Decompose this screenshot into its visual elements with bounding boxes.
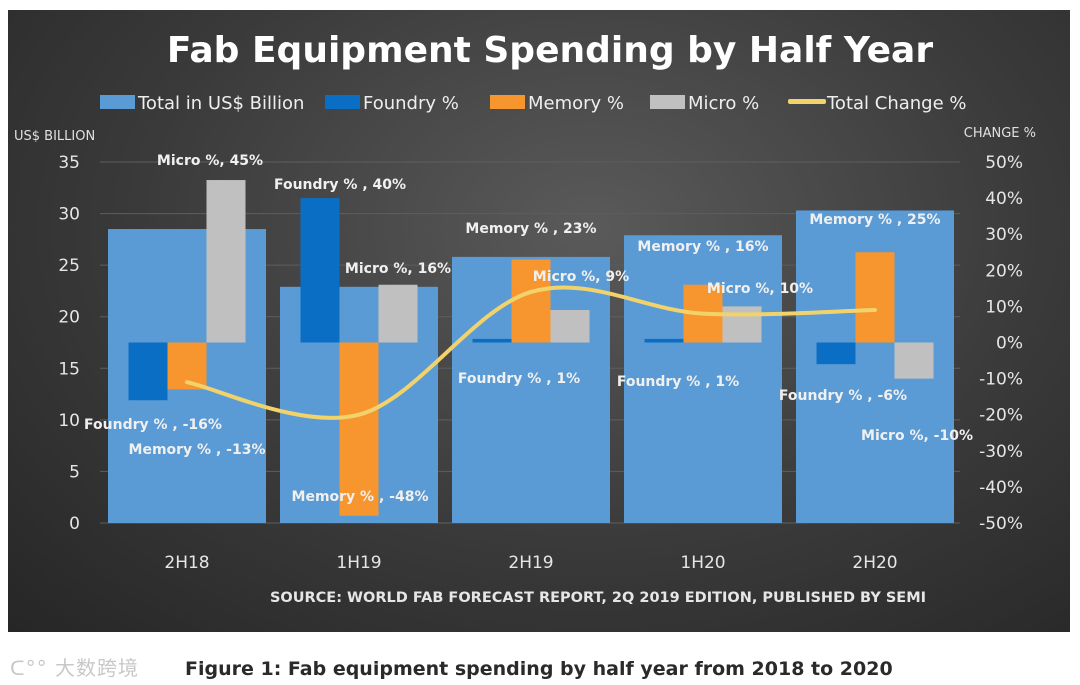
memory-bar xyxy=(855,252,895,343)
data-label: Memory % , -13% xyxy=(129,442,266,458)
micro-bar xyxy=(378,284,418,343)
data-label: Micro %, 45% xyxy=(157,153,263,169)
data-label: Memory % , 16% xyxy=(637,239,768,255)
source-note: SOURCE: WORLD FAB FORECAST REPORT, 2Q 20… xyxy=(270,590,926,606)
micro-bar xyxy=(722,306,762,343)
micro-bar xyxy=(894,342,934,379)
legend-label: Total in US$ Billion xyxy=(137,93,304,114)
foundry-bar xyxy=(472,338,512,343)
legend: Total in US$ Billion Foundry % Memory % Mic… xyxy=(100,93,967,114)
memory-bar xyxy=(511,259,551,343)
micro-bar xyxy=(550,310,590,343)
x-tick-label: 2H20 xyxy=(852,553,897,573)
watermark-logo-icon: ᑕ°° xyxy=(10,656,48,680)
y2-tick-label: 10% xyxy=(985,297,1023,317)
figure-caption: Figure 1: Fab equipment spending by half… xyxy=(185,658,893,680)
chart: Fab Equipment Spending by Half Year Tota… xyxy=(14,30,1036,606)
foundry-bar xyxy=(300,198,340,343)
x-tick-label: 1H20 xyxy=(680,553,725,573)
data-label: Foundry % , -6% xyxy=(779,388,907,404)
legend-label: Total Change % xyxy=(826,93,967,114)
y2-tick-label: 20% xyxy=(985,261,1023,281)
data-label: Foundry % , 40% xyxy=(274,177,406,193)
x-tick-label: 2H18 xyxy=(164,553,209,573)
y2-axis-label: CHANGE % xyxy=(964,126,1036,141)
foundry-bar xyxy=(128,342,168,401)
y2-tick-label: 30% xyxy=(985,225,1023,245)
y-tick-label: 20 xyxy=(58,308,80,328)
data-label: Micro %, 16% xyxy=(345,261,451,277)
x-tick-label: 2H19 xyxy=(508,553,553,573)
legend-label: Foundry % xyxy=(363,93,459,114)
y2-tick-label: -50% xyxy=(979,514,1023,534)
y2-tick-label: 40% xyxy=(985,189,1023,209)
y-tick-label: 0 xyxy=(69,514,80,534)
memory-bar xyxy=(339,342,379,516)
watermark-text: 大数跨境 xyxy=(54,656,139,680)
y2-tick-label: -10% xyxy=(979,370,1023,390)
data-label: Foundry % , 1% xyxy=(458,371,580,387)
data-label: Micro %, 10% xyxy=(707,281,813,297)
data-label: Memory % , 23% xyxy=(465,221,596,237)
y-tick-label: 25 xyxy=(58,256,80,276)
y-tick-label: 30 xyxy=(58,205,80,225)
y2-tick-label: -40% xyxy=(979,478,1023,498)
data-label: Micro %, -10% xyxy=(861,428,973,444)
y-tick-label: 10 xyxy=(58,411,80,431)
y-tick-label: 15 xyxy=(58,359,80,379)
legend-swatch-foundry xyxy=(325,95,360,109)
x-tick-label: 1H19 xyxy=(336,553,381,573)
watermark: ᑕ°° 大数跨境 xyxy=(10,652,139,681)
y-tick-label: 35 xyxy=(58,153,80,173)
total-bar xyxy=(624,235,782,523)
chart-title: Fab Equipment Spending by Half Year xyxy=(167,30,933,71)
y2-tick-label: 50% xyxy=(985,153,1023,173)
data-label: Memory % , 25% xyxy=(809,212,940,228)
legend-swatch-change xyxy=(788,99,826,104)
data-label: Foundry % , 1% xyxy=(617,374,739,390)
foundry-bar xyxy=(644,338,684,343)
y2-tick-label: -20% xyxy=(979,406,1023,426)
data-label: Foundry % , -16% xyxy=(84,417,222,433)
foundry-bar xyxy=(816,342,856,365)
data-label: Memory % , -48% xyxy=(292,489,429,505)
micro-bar xyxy=(206,180,246,343)
legend-swatch-micro xyxy=(650,95,685,109)
y-tick-label: 5 xyxy=(69,462,80,482)
legend-label: Micro % xyxy=(688,93,759,114)
total-change-line xyxy=(185,285,877,420)
legend-swatch-total xyxy=(100,95,135,109)
legend-swatch-memory xyxy=(490,95,525,109)
legend-label: Memory % xyxy=(528,93,624,114)
y2-tick-label: 0% xyxy=(996,334,1023,354)
data-label: Micro %, 9% xyxy=(533,269,629,285)
y-axis-label: US$ BILLION xyxy=(14,129,95,144)
y2-tick-label: -30% xyxy=(979,442,1023,462)
